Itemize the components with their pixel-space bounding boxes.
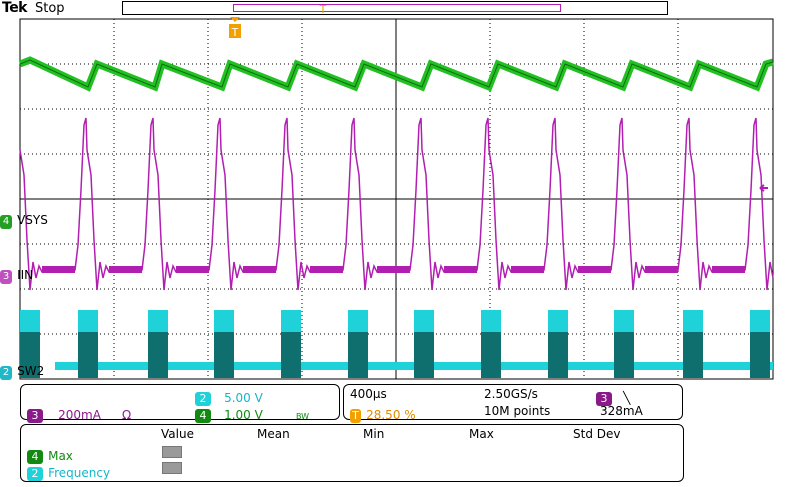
trigger-position[interactable]: T 28.50 % [350, 404, 416, 423]
ch2-burst-top [548, 310, 568, 332]
ch3-setting[interactable]: 3 200mA Ω [27, 404, 131, 423]
svg-text:T: T [231, 26, 239, 39]
ch2-burst-top [20, 310, 40, 332]
ch3-baseline-segment [578, 266, 611, 273]
col-std-dev: Std Dev [573, 427, 621, 441]
ch3-waveform [19, 117, 774, 291]
ch2-burst-top [214, 310, 234, 332]
measurement-row-frequency[interactable]: 2 Frequency [27, 462, 110, 481]
ch2-burst-top [78, 310, 98, 332]
ch3-baseline-segment [645, 266, 678, 273]
ch2-scale: 5.00 V [224, 391, 263, 405]
brand-logo: Tek [2, 0, 28, 16]
ch2-marker[interactable]: 2 SW2 [0, 360, 44, 380]
col-min: Min [363, 427, 385, 441]
ch2-burst-top [750, 310, 770, 332]
bandwidth-limit-indicator: BW [295, 412, 310, 421]
falling-edge-icon: ╲ [623, 391, 631, 405]
trigger-position-marker[interactable]: T [229, 17, 241, 39]
trigger-marker-small: T [319, 3, 327, 16]
col-value: Value [161, 427, 194, 441]
ch3-scale: 200mA [58, 408, 101, 422]
trigger-level-arrow [759, 184, 768, 192]
trigger-source[interactable]: 3 ╲ [596, 387, 630, 406]
ch3-baseline-segment [377, 266, 410, 273]
horizontal-scale[interactable]: 400µs [350, 387, 387, 401]
ch3-baseline-segment [243, 266, 276, 273]
ch2-label: SW2 [17, 364, 45, 378]
ch3-baseline-segment [42, 266, 75, 273]
timebase-panel[interactable]: 400µs 2.50GS/s 3 ╲ T 28.50 % 10M points … [343, 384, 683, 423]
trigger-icon: T [350, 409, 361, 423]
trigger-level[interactable]: 328mA [600, 404, 643, 418]
ch2-burst-top [148, 310, 168, 332]
ch2-burst-top [348, 310, 368, 332]
ch3-baseline-segment [511, 266, 544, 273]
ch3-baseline-segment [109, 266, 142, 273]
ch3-label: IIN [17, 268, 34, 282]
channel-settings-panel[interactable]: 2 5.00 V 3 200mA Ω 4 1.00 V BW [20, 384, 340, 423]
ch2-burst-top [414, 310, 434, 332]
ch3-marker[interactable]: 3 IIN [0, 264, 33, 284]
ch3-baseline-segment [712, 266, 745, 273]
sample-rate: 2.50GS/s [484, 387, 538, 401]
graticule-horizontal [20, 63, 773, 335]
ch4-marker[interactable]: 4 VSYS [0, 209, 48, 229]
record-length: 10M points [484, 404, 551, 418]
col-max: Max [469, 427, 494, 441]
ch3-baseline-segment [310, 266, 343, 273]
measurement-value-cell [162, 446, 182, 458]
measurement-row-max[interactable]: 4 Max [27, 445, 73, 464]
trigger-position-value: 28.50 % [366, 408, 416, 422]
zoom-window[interactable] [233, 4, 561, 12]
ch4-scale: 1.00 V [224, 408, 263, 422]
ch2-burst-top [683, 310, 703, 332]
ch2-waveform [20, 310, 773, 378]
ch3-baseline-segment [176, 266, 209, 273]
measurement-name: Frequency [48, 466, 111, 480]
ch2-burst-top [614, 310, 634, 332]
record-view-bar[interactable] [122, 1, 668, 15]
ch3-baseline-segment [444, 266, 477, 273]
ch2-setting[interactable]: 2 5.00 V [195, 387, 263, 406]
ch3-termination: Ω [122, 408, 132, 422]
col-mean: Mean [257, 427, 290, 441]
ch2-burst-top [281, 310, 301, 332]
run-state[interactable]: Stop [35, 1, 65, 16]
measurement-panel[interactable]: Value Mean Min Max Std Dev 4 Max 2 Frequ… [20, 424, 684, 482]
ch3-trace [19, 117, 774, 291]
ch2-burst-top [481, 310, 501, 332]
measurement-name: Max [48, 449, 73, 463]
waveform-display[interactable]: T T [0, 0, 800, 382]
ch4-setting[interactable]: 4 1.00 V BW [195, 404, 309, 423]
measurement-value-cell [162, 462, 182, 474]
ch4-label: VSYS [17, 213, 48, 227]
